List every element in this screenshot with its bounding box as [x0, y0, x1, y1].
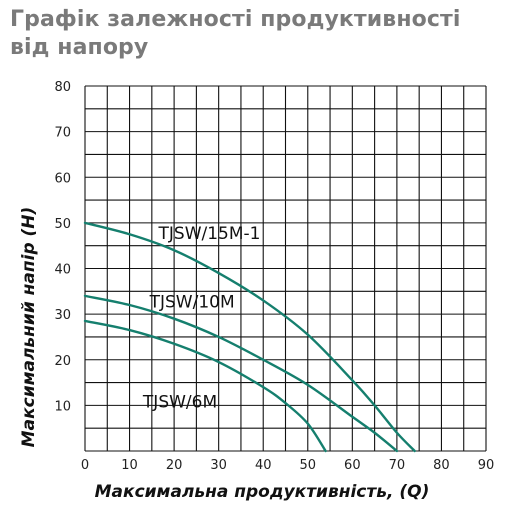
series-line-tjsw-10m — [83, 294, 399, 453]
series-label: TJSW/15M-1 — [158, 224, 261, 244]
x-tick-label: 90 — [478, 458, 495, 473]
x-tick-label: 40 — [255, 458, 272, 473]
y-tick-label: 70 — [54, 126, 71, 141]
y-axis-label: Максимальний напір (H) — [19, 207, 39, 448]
series-label: TJSW/10M — [149, 292, 235, 312]
y-tick-label: 80 — [54, 80, 71, 95]
y-tick-label: 10 — [54, 399, 71, 414]
x-axis-label: Максимальна продуктивність, (Q) — [95, 482, 430, 502]
grid — [84, 85, 487, 452]
series-line-tjsw-15m-1 — [83, 221, 416, 453]
x-tick-label: 50 — [300, 458, 317, 473]
x-tick-label: 70 — [389, 458, 406, 473]
y-tick-label: 30 — [54, 308, 71, 323]
tick-labels: 0 10 20 30 40 50 60 70 80 90 10 20 30 40 50 60 70 80 — [54, 80, 494, 473]
series-line-tjsw-6m — [83, 319, 327, 453]
y-tick-label: 60 — [54, 171, 71, 186]
y-tick-label: 20 — [54, 354, 71, 369]
curves — [83, 221, 416, 453]
y-tick-label: 50 — [54, 217, 71, 232]
y-tick-label: 40 — [54, 263, 71, 278]
chart-title: Графік залежності продуктивності від нап… — [10, 7, 461, 60]
x-tick-label: 20 — [166, 458, 183, 473]
x-tick-label: 10 — [121, 458, 138, 473]
x-tick-label: 0 — [81, 458, 89, 473]
x-tick-label: 60 — [344, 458, 361, 473]
x-tick-label: 30 — [210, 458, 227, 473]
series-label: TJSW/6M — [142, 393, 217, 413]
x-tick-label: 80 — [433, 458, 450, 473]
curve-labels: TJSW/15M-1 TJSW/10M TJSW/6M — [142, 224, 261, 413]
